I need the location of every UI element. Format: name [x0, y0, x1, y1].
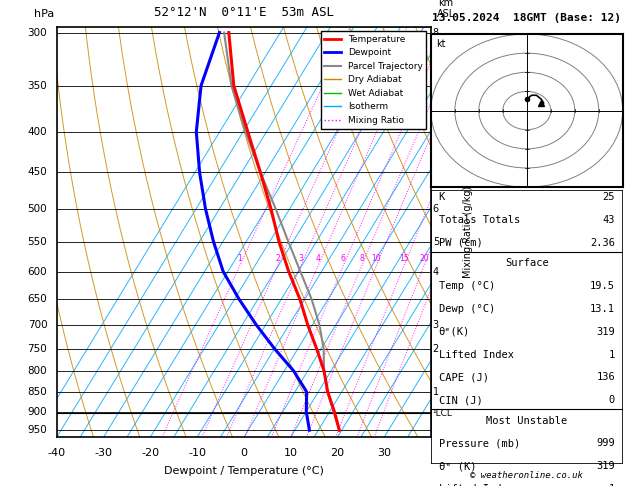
- Text: Lifted Index: Lifted Index: [438, 349, 513, 360]
- Text: 7: 7: [433, 127, 439, 137]
- Text: 6: 6: [433, 204, 439, 214]
- Text: 319: 319: [596, 461, 615, 471]
- Text: 900: 900: [28, 407, 47, 417]
- Text: 800: 800: [28, 366, 47, 376]
- Text: 4: 4: [433, 267, 439, 277]
- Text: 6: 6: [341, 254, 346, 262]
- Text: 550: 550: [28, 237, 47, 247]
- Text: Temp (°C): Temp (°C): [438, 281, 495, 291]
- Text: 25: 25: [603, 192, 615, 202]
- Text: Totals Totals: Totals Totals: [438, 215, 520, 225]
- Text: 400: 400: [28, 127, 47, 137]
- Text: 2: 2: [275, 254, 280, 262]
- Text: -20: -20: [141, 448, 159, 458]
- Text: 750: 750: [28, 344, 47, 354]
- Text: km
ASL: km ASL: [437, 0, 455, 18]
- Text: 5: 5: [433, 237, 439, 247]
- Text: -30: -30: [94, 448, 113, 458]
- Text: K: K: [438, 192, 445, 202]
- Text: 1: 1: [609, 484, 615, 486]
- Text: 0: 0: [609, 395, 615, 405]
- Text: θᵉ (K): θᵉ (K): [438, 461, 476, 471]
- Text: Surface: Surface: [505, 259, 548, 268]
- Text: 8: 8: [359, 254, 364, 262]
- Text: 13.1: 13.1: [590, 304, 615, 314]
- Text: 4: 4: [316, 254, 321, 262]
- Text: CAPE (J): CAPE (J): [438, 372, 489, 382]
- Text: 950: 950: [28, 425, 47, 435]
- Text: -10: -10: [188, 448, 206, 458]
- Text: Mixing Ratio (g/kg): Mixing Ratio (g/kg): [464, 186, 473, 278]
- Text: 300: 300: [28, 28, 47, 37]
- Text: 1: 1: [433, 387, 439, 397]
- Text: 319: 319: [596, 327, 615, 337]
- Text: 13.05.2024  18GMT (Base: 12): 13.05.2024 18GMT (Base: 12): [432, 13, 621, 23]
- Text: Pressure (mb): Pressure (mb): [438, 438, 520, 449]
- Text: 19.5: 19.5: [590, 281, 615, 291]
- Text: 1: 1: [237, 254, 242, 262]
- Text: 3: 3: [433, 320, 439, 330]
- Text: © weatheronline.co.uk: © weatheronline.co.uk: [470, 470, 583, 480]
- Text: 450: 450: [28, 167, 47, 177]
- Text: 650: 650: [28, 295, 47, 304]
- Text: 2.36: 2.36: [590, 238, 615, 248]
- Text: 500: 500: [28, 204, 47, 214]
- Text: ¹LCL: ¹LCL: [433, 409, 453, 418]
- Text: Dewp (°C): Dewp (°C): [438, 304, 495, 314]
- Text: Most Unstable: Most Unstable: [486, 416, 567, 426]
- Text: 8: 8: [433, 28, 439, 37]
- Text: 600: 600: [28, 267, 47, 277]
- Text: 20: 20: [330, 448, 344, 458]
- Text: 700: 700: [28, 320, 47, 330]
- Text: Dewpoint / Temperature (°C): Dewpoint / Temperature (°C): [164, 466, 324, 476]
- Text: hPa: hPa: [34, 9, 54, 18]
- Text: Lifted Index: Lifted Index: [438, 484, 513, 486]
- Text: θᵉ(K): θᵉ(K): [438, 327, 470, 337]
- Text: 10: 10: [372, 254, 381, 262]
- Text: kt: kt: [437, 38, 446, 49]
- Text: 350: 350: [28, 81, 47, 91]
- Text: CIN (J): CIN (J): [438, 395, 482, 405]
- Text: 0: 0: [240, 448, 247, 458]
- Text: 1: 1: [609, 349, 615, 360]
- Text: PW (cm): PW (cm): [438, 238, 482, 248]
- Text: 2: 2: [433, 344, 439, 354]
- Text: 30: 30: [377, 448, 391, 458]
- Text: 10: 10: [284, 448, 298, 458]
- Text: 136: 136: [596, 372, 615, 382]
- Text: 3: 3: [298, 254, 303, 262]
- Text: 20: 20: [420, 254, 429, 262]
- Text: 999: 999: [596, 438, 615, 449]
- Text: -40: -40: [48, 448, 65, 458]
- Text: 850: 850: [28, 387, 47, 397]
- Text: 43: 43: [603, 215, 615, 225]
- Text: 15: 15: [399, 254, 409, 262]
- Legend: Temperature, Dewpoint, Parcel Trajectory, Dry Adiabat, Wet Adiabat, Isotherm, Mi: Temperature, Dewpoint, Parcel Trajectory…: [321, 31, 426, 129]
- Text: 52°12'N  0°11'E  53m ASL: 52°12'N 0°11'E 53m ASL: [153, 5, 334, 18]
